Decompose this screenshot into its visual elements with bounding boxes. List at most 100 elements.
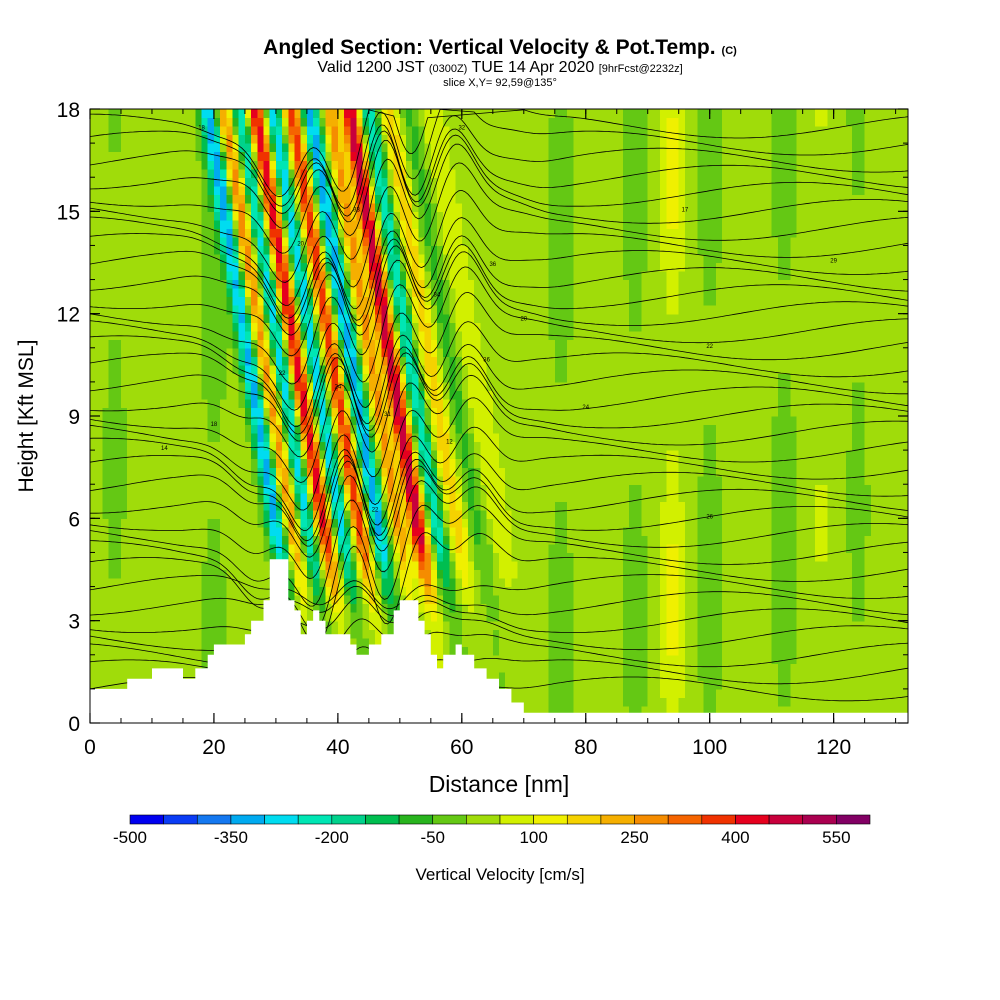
velocity-cell (313, 253, 320, 264)
velocity-cell (461, 433, 469, 443)
velocity-cell (337, 501, 345, 511)
velocity-cell (344, 629, 351, 639)
velocity-cell (294, 543, 302, 554)
velocity-cell (443, 441, 451, 451)
velocity-cell (437, 433, 444, 443)
velocity-cell (356, 245, 364, 255)
velocity-cell (102, 228, 110, 238)
velocity-cell (486, 595, 494, 605)
velocity-cell (288, 296, 296, 306)
velocity-cell (263, 381, 271, 392)
velocity-cell (344, 364, 351, 374)
velocity-cell (368, 262, 376, 272)
velocity-cell (145, 160, 153, 170)
velocity-cell (362, 646, 370, 656)
velocity-cell (356, 177, 364, 187)
velocity-cell (232, 629, 240, 639)
velocity-cell (139, 330, 147, 340)
velocity-cell (120, 475, 128, 485)
velocity-cell (170, 578, 178, 588)
velocity-cell (418, 109, 426, 119)
velocity-cell (468, 509, 475, 519)
velocity-cell (189, 253, 196, 264)
velocity-cell (356, 228, 364, 238)
velocity-cell (114, 543, 122, 554)
velocity-cell (313, 501, 320, 511)
velocity-cell (474, 663, 482, 673)
velocity-cell (344, 467, 351, 477)
velocity-cell (480, 160, 488, 170)
velocity-cell (430, 126, 438, 136)
velocity-cell (133, 356, 141, 366)
velocity-cell (176, 109, 184, 119)
velocity-cell (114, 433, 122, 443)
velocity-cell (406, 160, 413, 170)
velocity-cell (393, 202, 401, 212)
velocity-cell (164, 416, 172, 426)
velocity-cell (269, 433, 277, 443)
velocity-cell (238, 245, 246, 255)
velocity-cell (387, 433, 395, 443)
velocity-cell (306, 390, 314, 400)
velocity-cell (96, 560, 103, 571)
velocity-cell (430, 296, 438, 306)
velocity-cell (325, 211, 333, 221)
velocity-cell (492, 262, 500, 272)
velocity-cell (424, 569, 432, 579)
velocity-cell (139, 271, 147, 281)
velocity-cell (368, 603, 376, 613)
velocity-cell (120, 177, 128, 187)
velocity-cell (90, 671, 97, 681)
velocity-cell (474, 356, 482, 366)
velocity-cell (331, 271, 339, 281)
velocity-cell (102, 398, 110, 409)
velocity-cell (195, 228, 203, 238)
velocity-cell (133, 450, 141, 460)
velocity-cell (139, 552, 147, 562)
velocity-cell (511, 416, 519, 426)
velocity-cell (375, 117, 382, 127)
velocity-cell (461, 390, 469, 400)
velocity-cell (96, 313, 103, 323)
velocity-cell (455, 560, 463, 571)
velocity-cell (387, 620, 395, 630)
velocity-cell (381, 526, 389, 536)
velocity-cell (337, 109, 345, 119)
velocity-cell (393, 416, 401, 426)
velocity-cell (356, 407, 364, 417)
velocity-cell (492, 117, 500, 127)
velocity-cell (393, 322, 401, 332)
velocity-cell (232, 288, 240, 298)
velocity-cell (461, 458, 469, 468)
velocity-cell (108, 330, 116, 340)
velocity-cell (220, 160, 227, 170)
velocity-cell (114, 416, 122, 426)
velocity-cell (127, 168, 134, 178)
velocity-cell (151, 228, 159, 238)
velocity-cell (102, 569, 110, 579)
velocity-cell (170, 603, 178, 613)
velocity-cell (213, 637, 221, 647)
velocity-cell (195, 143, 203, 153)
velocity-cell (424, 509, 432, 519)
velocity-cell (406, 543, 413, 554)
velocity-cell (263, 134, 271, 144)
velocity-cell (158, 288, 165, 298)
velocity-cell (102, 245, 110, 255)
chart-subtitle: Valid 1200 JST (0300Z) TUE 14 Apr 2020 [… (0, 59, 1000, 78)
velocity-cell (114, 518, 122, 528)
velocity-cell (387, 586, 395, 596)
velocity-cell (474, 381, 482, 392)
velocity-cell (499, 143, 506, 153)
velocity-cell (455, 535, 463, 545)
velocity-cell (461, 475, 469, 485)
velocity-cell (393, 578, 401, 588)
velocity-cell (275, 168, 283, 178)
velocity-cell (337, 612, 345, 622)
velocity-cell (195, 552, 203, 562)
velocity-cell (213, 279, 221, 289)
velocity-cell (399, 168, 407, 178)
velocity-cell (90, 416, 97, 426)
velocity-cell (455, 185, 463, 195)
velocity-cell (449, 211, 457, 221)
